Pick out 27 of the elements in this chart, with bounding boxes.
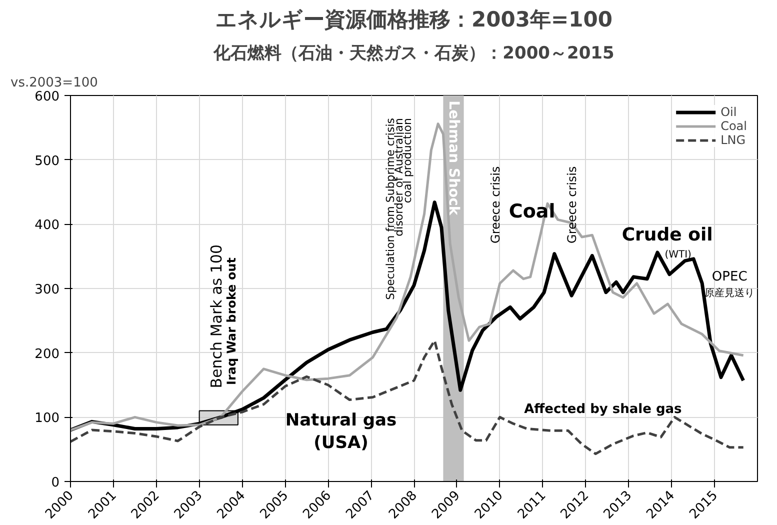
legend-label: LNG xyxy=(720,133,746,147)
annotation: (WTI) xyxy=(664,250,692,261)
annotation: Natural gas xyxy=(285,410,397,430)
band-label: Lehman Shock xyxy=(446,100,462,216)
chart-subtitle: 化石燃料（石油・天然ガス・石炭）：2000～2015 xyxy=(212,44,614,64)
legend-label: Oil xyxy=(720,105,738,119)
legend-label: Coal xyxy=(720,119,747,133)
annotation: coal production xyxy=(401,118,414,204)
y-tick-label: 600 xyxy=(34,90,60,104)
chart-title: エネルギー資源価格推移：2003年=100 xyxy=(216,8,612,32)
annotation: Bench Mark as 100 xyxy=(207,244,226,388)
y-tick-label: 300 xyxy=(34,282,60,298)
annotation: (USA) xyxy=(314,432,368,453)
annotation: Affected by shale gas xyxy=(524,402,682,417)
y-tick-label: 400 xyxy=(34,218,60,234)
y-tick-label: 500 xyxy=(34,154,60,169)
y-tick-label: 200 xyxy=(34,346,60,362)
annotation: 原産見送り xyxy=(704,287,755,300)
annotation: Crude oil xyxy=(622,224,713,246)
y-tick-label: 100 xyxy=(34,411,60,426)
annotation: OPEC xyxy=(712,269,748,284)
annotation: Greece crisis xyxy=(565,166,580,244)
annotation: Iraq War broke out xyxy=(224,257,239,385)
y-axis-title: vs.2003=100 xyxy=(10,76,98,90)
y-tick-label: 0 xyxy=(51,476,60,490)
annotation: Greece crisis xyxy=(488,166,503,244)
annotation: Coal xyxy=(508,200,556,222)
